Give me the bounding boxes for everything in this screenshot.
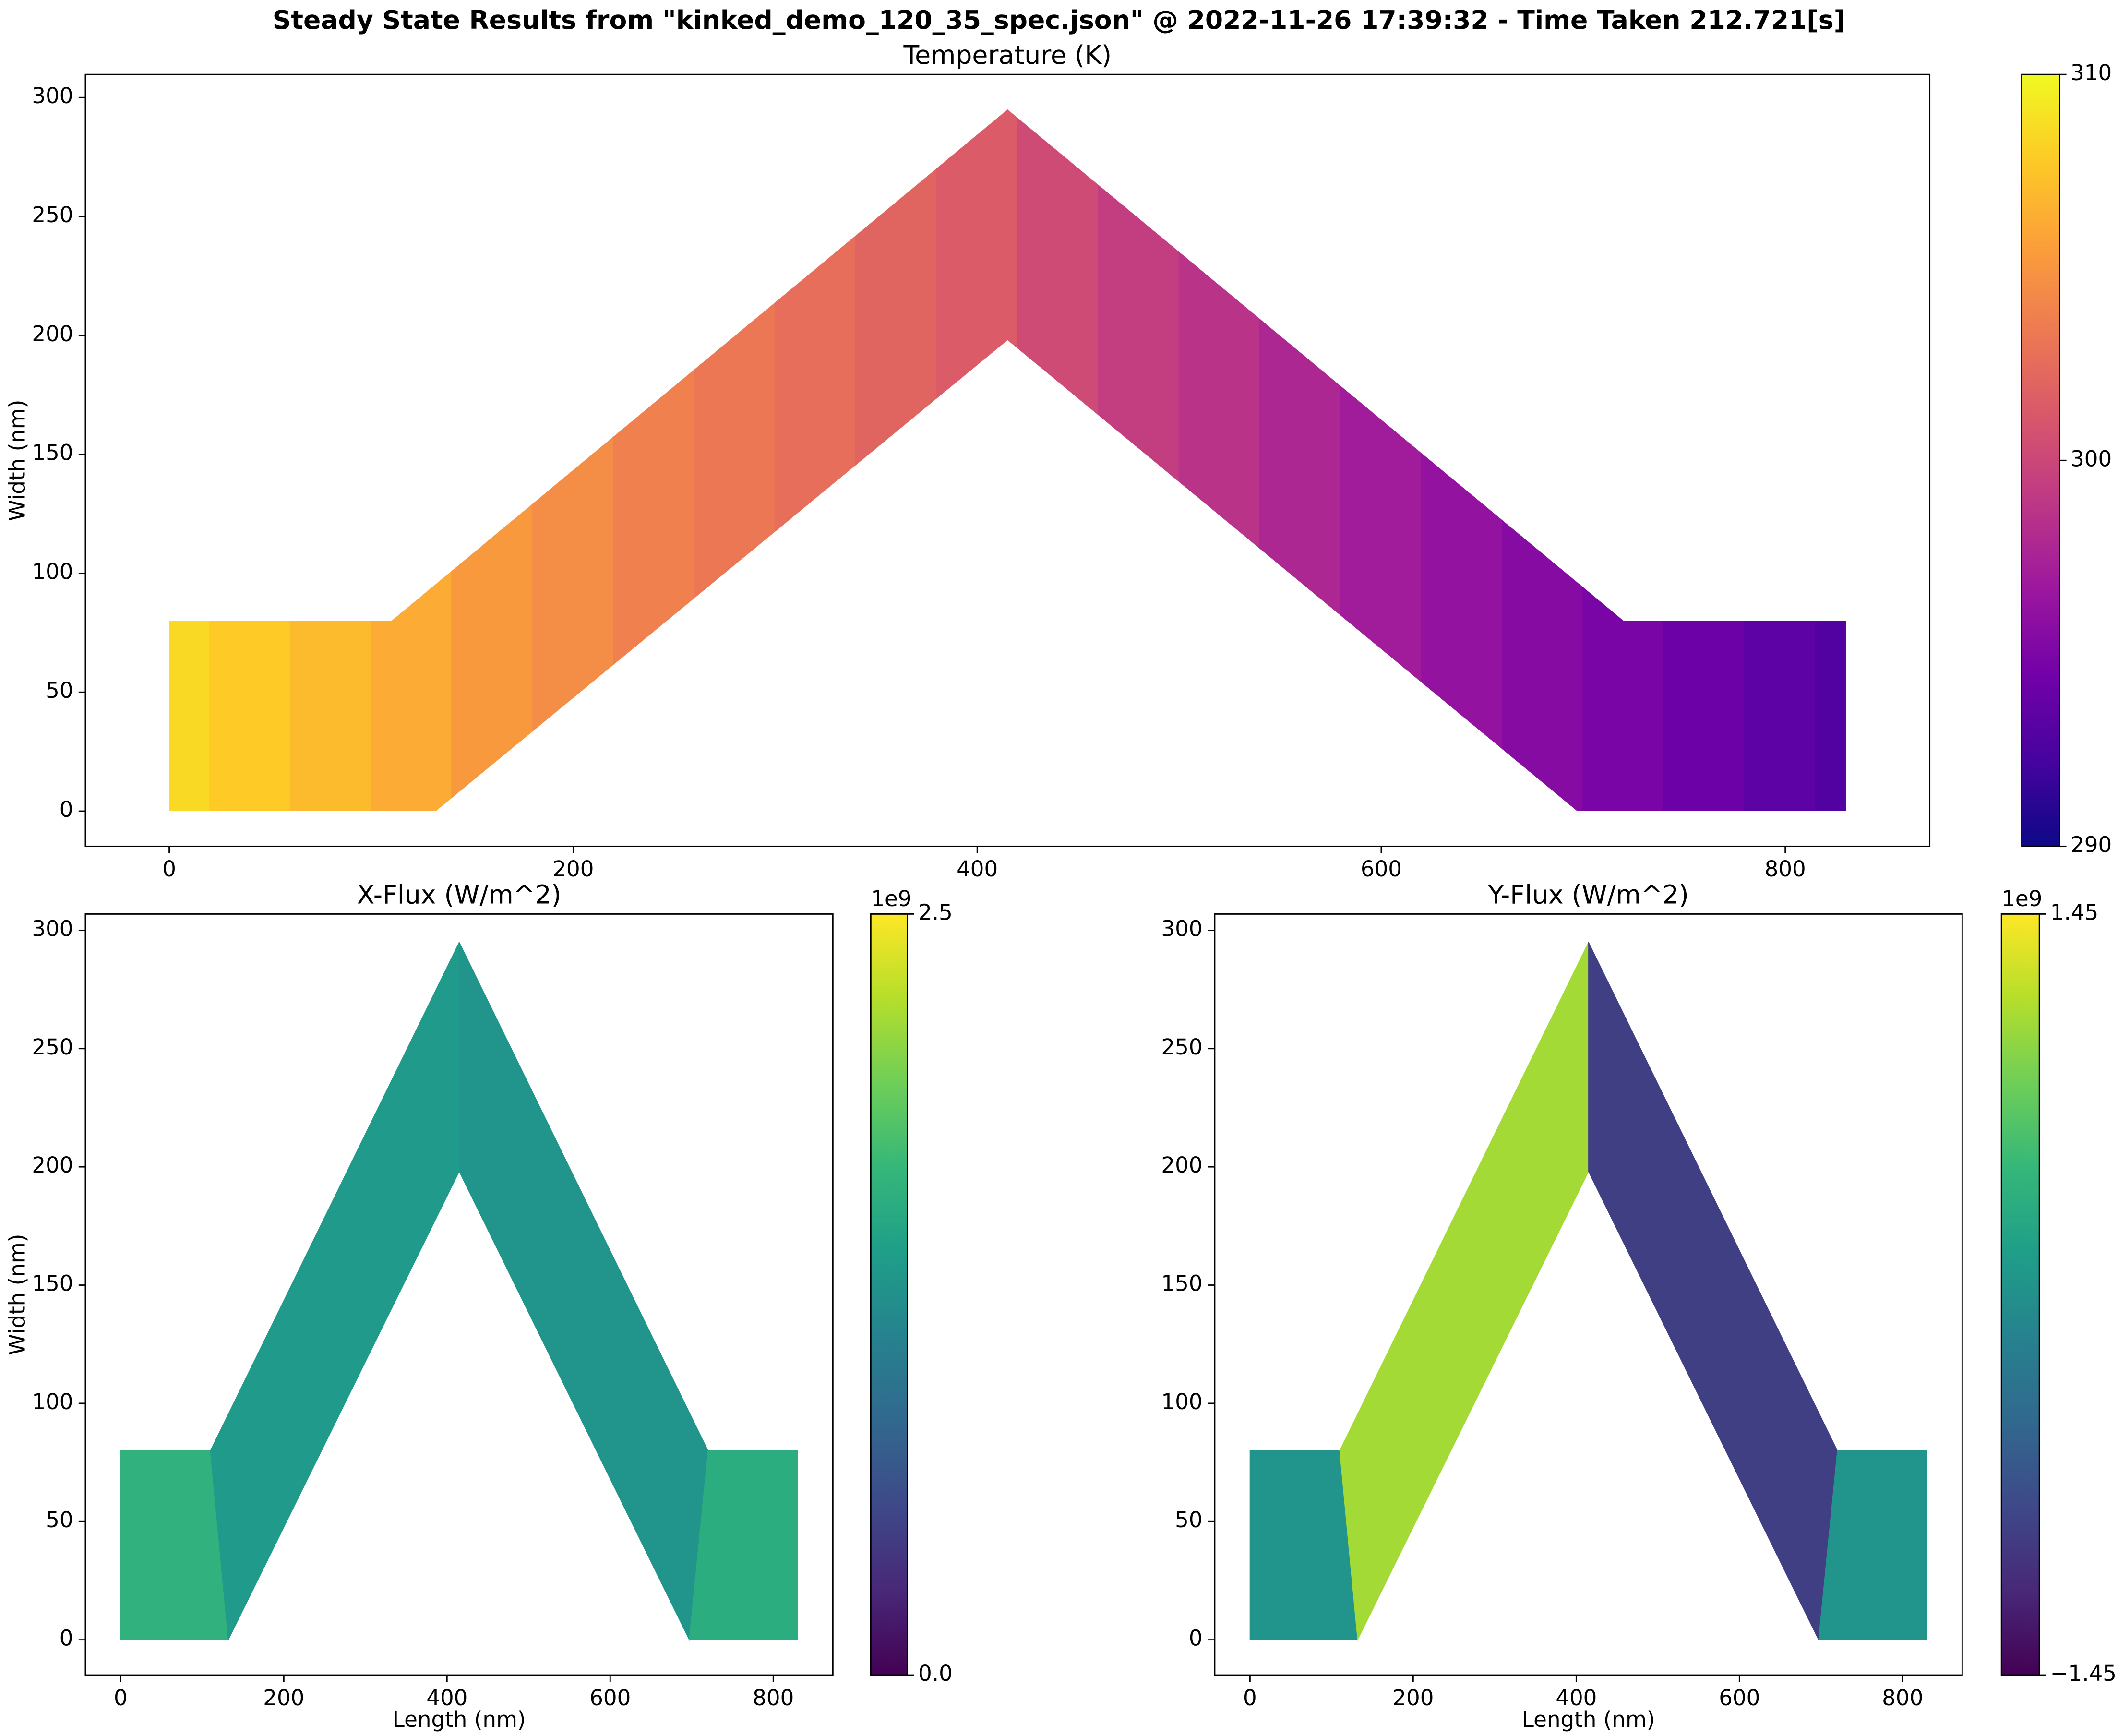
subplot-title: X-Flux (W/m^2) — [357, 879, 562, 910]
colorbar-tick-label: 1.45 — [2050, 899, 2098, 925]
colorbar-tick-label: 300 — [2070, 446, 2112, 471]
region — [689, 1450, 798, 1640]
x-axis-label: Length (nm) — [393, 1707, 526, 1732]
region — [210, 942, 460, 1641]
field-cell — [1663, 109, 1746, 812]
region — [1339, 942, 1589, 1641]
field-cell — [1744, 109, 1817, 812]
axes-frame — [84, 73, 1931, 847]
field-cell — [289, 109, 372, 812]
x-axis-label: Length (nm) — [1522, 1707, 1655, 1732]
field — [169, 109, 1846, 812]
colorbar-tick-label: −1.45 — [2050, 1661, 2117, 1686]
x-tick-label: 0 — [1243, 1685, 1257, 1711]
field-cell — [451, 109, 534, 812]
colorbar-tick-label: 290 — [2070, 832, 2112, 857]
x-tick-label: 200 — [263, 1685, 304, 1711]
colorbar-tick-label: 310 — [2070, 60, 2112, 85]
colorbar — [2000, 913, 2040, 1676]
y-tick-label: 100 — [1161, 1389, 1202, 1414]
subplot: Y-Flux (W/m^2) 0 200 400 600 800 0 50 100 150 200 2… — [1161, 879, 2117, 1732]
x-tick-label: 400 — [1556, 1685, 1597, 1711]
colorbar — [2021, 73, 2060, 847]
y-tick-label: 200 — [32, 321, 73, 347]
y-tick-label: 50 — [1175, 1507, 1202, 1532]
field-cell — [1582, 109, 1665, 812]
y-tick-label: 200 — [1161, 1152, 1202, 1178]
y-tick-label: 100 — [32, 1389, 73, 1414]
x-tick-label: 200 — [552, 856, 594, 882]
x-tick-label: 600 — [589, 1685, 631, 1711]
x-tick-label: 0 — [114, 1685, 128, 1711]
field-cell — [532, 109, 614, 812]
field-cell — [936, 109, 1018, 812]
x-tick-label: 400 — [426, 1685, 467, 1711]
x-tick-label: 600 — [1719, 1685, 1760, 1711]
y-tick-label: 0 — [60, 797, 73, 822]
field-cell — [1502, 109, 1584, 812]
y-tick-label: 100 — [32, 559, 73, 584]
subplot: X-Flux (W/m^2) 0 200 400 600 800 0 50 100 150 200 2… — [5, 879, 953, 1732]
colorbar-tick-label: 2.5 — [918, 899, 953, 925]
field-cell — [1815, 109, 1846, 812]
axes-frame — [84, 913, 834, 1676]
y-tick-label: 250 — [32, 202, 73, 227]
region — [120, 1450, 229, 1640]
y-tick-label: 50 — [46, 1507, 73, 1532]
field-cell — [209, 109, 291, 812]
colorbar-offset: 1e9 — [2001, 886, 2042, 911]
y-tick-label: 150 — [32, 440, 73, 466]
x-tick-label: 400 — [957, 856, 998, 882]
field-cell — [774, 109, 857, 812]
y-tick-label: 300 — [1161, 916, 1202, 941]
field-cell — [1178, 109, 1261, 812]
subplot-title: Temperature (K) — [903, 40, 1112, 70]
x-tick-label: 800 — [1882, 1685, 1923, 1711]
y-tick-label: 0 — [1189, 1626, 1203, 1651]
field-cell — [1017, 109, 1100, 812]
field-cell — [613, 109, 695, 812]
region — [459, 942, 708, 1641]
y-axis-label: Width (nm) — [5, 400, 30, 521]
axes-frame — [1214, 913, 1963, 1676]
colorbar — [870, 913, 908, 1676]
subplot-title: Y-Flux (W/m^2) — [1488, 879, 1689, 910]
field-cell — [694, 109, 776, 812]
colorbar-offset: 1e9 — [871, 886, 911, 911]
x-tick-label: 200 — [1392, 1685, 1434, 1711]
x-tick-label: 600 — [1361, 856, 1402, 882]
figure-title: Steady State Results from "kinked_demo_1… — [273, 5, 1845, 35]
y-axis-label: Width (nm) — [5, 1234, 30, 1355]
subplot: Temperature (K) 0 200 400 600 800 0 50 100 150 200… — [5, 40, 2112, 882]
field-cell — [1259, 109, 1342, 812]
y-tick-label: 150 — [1161, 1271, 1202, 1296]
x-tick-label: 0 — [162, 856, 176, 882]
colorbar-tick-label: 0.0 — [918, 1661, 953, 1686]
y-tick-label: 200 — [32, 1152, 73, 1178]
y-tick-label: 250 — [32, 1034, 73, 1060]
y-tick-label: 300 — [32, 916, 73, 941]
field-cell — [1340, 109, 1423, 812]
x-tick-label: 800 — [1765, 856, 1806, 882]
y-tick-label: 150 — [32, 1271, 73, 1296]
x-tick-label: 800 — [753, 1685, 794, 1711]
field-cell — [1421, 109, 1503, 812]
y-tick-label: 50 — [46, 678, 73, 703]
region — [1818, 1450, 1927, 1640]
y-tick-label: 0 — [60, 1626, 73, 1651]
field-cell — [169, 109, 211, 812]
y-tick-label: 300 — [32, 83, 73, 108]
field-cell — [371, 109, 453, 812]
region — [1249, 1450, 1358, 1640]
field-cell — [855, 109, 938, 812]
y-tick-label: 250 — [1161, 1034, 1202, 1060]
field-cell — [1098, 109, 1180, 812]
region — [1588, 942, 1838, 1641]
